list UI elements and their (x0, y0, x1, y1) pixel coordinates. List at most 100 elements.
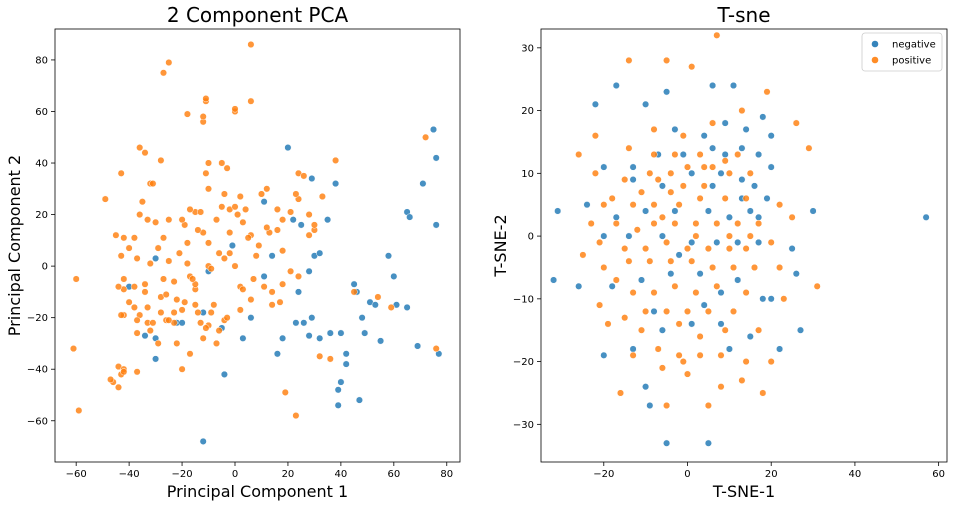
data-point (759, 113, 767, 121)
legend: negative positive (861, 32, 943, 72)
data-point (249, 275, 258, 283)
y-tick-label: −20 (27, 313, 48, 324)
data-point (675, 351, 683, 359)
data-point (159, 234, 168, 242)
data-point (746, 332, 754, 341)
data-point (688, 169, 696, 177)
data-point (704, 207, 712, 215)
data-point (629, 176, 637, 184)
y-tick-label: −40 (27, 365, 48, 376)
data-point (173, 339, 181, 347)
data-point (721, 119, 729, 127)
data-point (721, 157, 729, 165)
chart-1: 2 Component PCA −60 −40 −20 0 20 40 60 80 −60 −40 −… (5, 3, 461, 501)
data-point (117, 311, 125, 319)
data-point (663, 56, 671, 64)
data-point (750, 182, 759, 190)
data-point (178, 306, 186, 314)
data-point (133, 329, 141, 337)
x-axis-label: T-SNE-1 (712, 482, 775, 501)
data-point (583, 201, 591, 209)
data-point (234, 211, 242, 219)
data-point (178, 216, 186, 224)
data-point (170, 308, 178, 317)
chart-2: T-sne −20 0 20 40 60 −30 −20 −10 0 10 20 30 T-SNE-1 T-… (491, 3, 948, 501)
data-point (130, 234, 138, 242)
data-point (776, 263, 784, 272)
data-point (612, 276, 620, 284)
data-point (199, 113, 207, 121)
data-point (149, 319, 157, 327)
data-point (197, 319, 205, 327)
data-point (260, 283, 268, 291)
data-point (767, 163, 775, 171)
data-point (162, 290, 170, 299)
data-point (696, 194, 704, 202)
data-point (600, 163, 608, 171)
data-point (637, 326, 646, 334)
data-point (650, 307, 658, 315)
data-point (717, 351, 725, 359)
data-point (755, 219, 763, 228)
data-point (729, 263, 738, 272)
data-point (112, 231, 120, 239)
data-point (692, 289, 700, 297)
data-point (152, 218, 160, 226)
data-point (260, 272, 268, 280)
data-point (183, 259, 191, 268)
data-point (125, 244, 133, 252)
data-point (591, 100, 599, 108)
data-point (114, 383, 123, 391)
data-point (305, 231, 313, 239)
data-point (244, 234, 252, 242)
y-tick-label: 20 (521, 106, 534, 117)
data-point (767, 132, 775, 140)
data-point (675, 320, 683, 328)
data-point (384, 252, 393, 260)
x-axis-label: Principal Component 1 (167, 482, 348, 501)
data-point (194, 226, 202, 234)
data-point (650, 219, 658, 228)
data-point (612, 81, 620, 90)
data-point (247, 40, 255, 49)
data-point (755, 326, 763, 334)
data-point (725, 245, 733, 253)
data-point (136, 211, 144, 219)
data-point (276, 298, 284, 306)
data-point (247, 314, 255, 322)
data-point (326, 329, 334, 337)
data-point (236, 192, 244, 201)
data-point (709, 81, 717, 90)
data-point (199, 437, 207, 445)
data-point (704, 245, 712, 253)
data-point (679, 358, 687, 366)
data-point (788, 245, 796, 253)
data-point (709, 263, 717, 272)
data-point (696, 332, 704, 341)
data-point (675, 251, 683, 259)
data-point (294, 288, 303, 296)
data-point (236, 306, 244, 314)
data-point (642, 245, 650, 253)
legend-box (861, 32, 943, 72)
data-point (755, 213, 763, 221)
data-point (146, 327, 154, 335)
data-point (242, 205, 250, 213)
y-axis-label: T-SNE-2 (491, 214, 510, 277)
data-point (600, 263, 608, 272)
data-point (279, 334, 287, 342)
data-point (154, 244, 162, 252)
data-point (181, 298, 189, 306)
data-point (625, 56, 633, 64)
data-point (294, 272, 303, 280)
data-point (212, 339, 221, 347)
data-point (273, 226, 281, 234)
data-point (204, 159, 213, 167)
data-point (596, 238, 604, 246)
data-point (207, 308, 215, 317)
data-point (600, 232, 608, 240)
y-tick-label: −10 (513, 294, 534, 305)
data-point (625, 257, 633, 265)
